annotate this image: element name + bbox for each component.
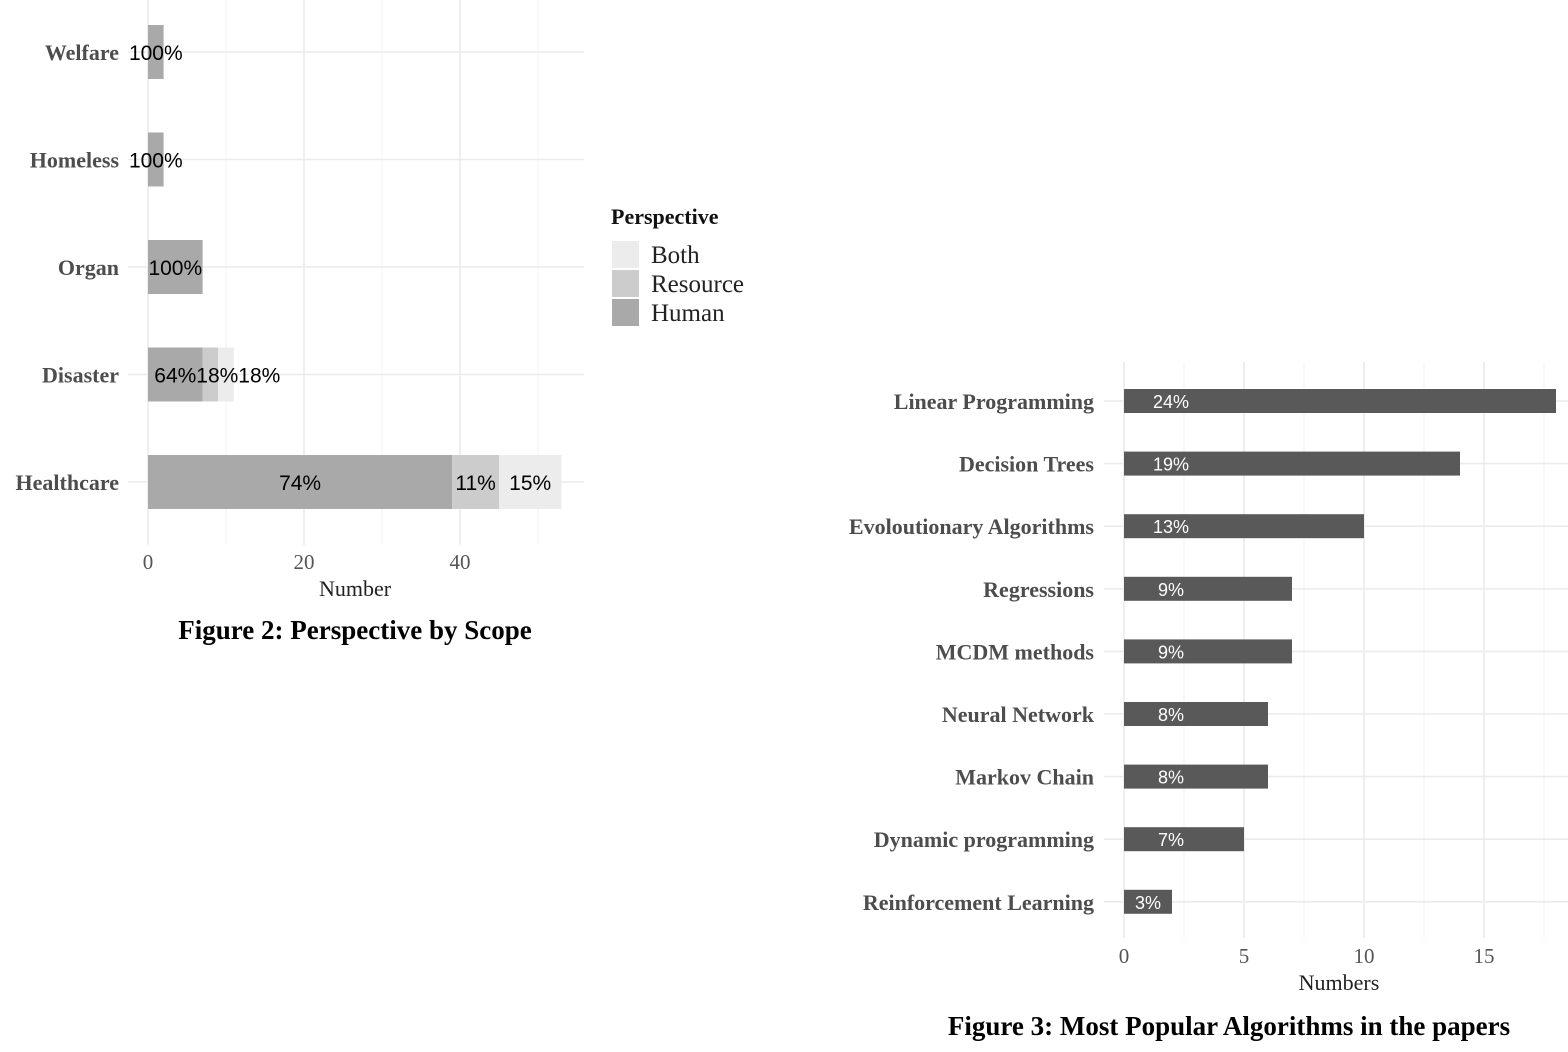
- bar-disaster-human: [148, 347, 203, 402]
- figure-2-category-labels: Welfare Homeless Organ Disaster Healthcare: [16, 40, 120, 495]
- bar-label-decision-trees: 19%: [1153, 455, 1189, 475]
- bar-disaster-resource: [202, 347, 219, 402]
- legend-swatch-human: [612, 299, 639, 326]
- bar-healthcare-both: [499, 455, 562, 509]
- bar-neural-network: [1124, 702, 1268, 726]
- x-tick-label: 10: [1354, 944, 1375, 968]
- category-label-neural-network: Neural Network: [942, 702, 1095, 727]
- category-label-dynamic-programming: Dynamic programming: [874, 827, 1094, 852]
- bar-regressions: [1124, 576, 1292, 601]
- bar-homeless-human: [148, 132, 164, 187]
- bar-label-dynamic-programming: 7%: [1158, 830, 1184, 850]
- x-tick-label: 0: [1119, 944, 1130, 968]
- bar-label-disaster-resource: 18%: [196, 365, 238, 388]
- bar-label-regressions: 9%: [1158, 580, 1184, 600]
- bar-healthcare-resource: [452, 455, 499, 509]
- figure-3-most-popular-algorithms: 24% 19% 13% 9% 9% 8% 8% 7% 3% Linear Programming…: [849, 362, 1568, 1041]
- figure-2-bars: [148, 25, 562, 509]
- bar-label-healthcare-resource: 11%: [455, 472, 495, 495]
- bar-mcdm-methods: [1124, 639, 1292, 664]
- bar-disaster-both: [218, 347, 234, 402]
- bar-healthcare-human: [148, 455, 453, 509]
- category-label-healthcare: Healthcare: [16, 470, 120, 495]
- legend-label-human: Human: [651, 300, 725, 327]
- x-tick-label: 20: [294, 550, 315, 574]
- figure-3-category-labels: Linear Programming Decision Trees Evolouti…: [849, 389, 1095, 915]
- category-label-welfare: Welfare: [45, 40, 119, 65]
- figure-3-bar-labels: 24% 19% 13% 9% 9% 8% 8% 7% 3%: [1135, 392, 1189, 913]
- category-label-mcdm-methods: MCDM methods: [936, 639, 1095, 664]
- x-tick-label: 40: [450, 550, 471, 574]
- bar-linear-programming: [1124, 389, 1556, 413]
- category-label-markov-chain: Markov Chain: [955, 765, 1094, 790]
- bar-label-evoloutionary-algorithms: 13%: [1153, 517, 1189, 537]
- figure-2-x-axis-title: Number: [319, 576, 392, 601]
- figure-2-bar-labels: 100%100%100%64% 18% 18%74% 11% 15%: [129, 42, 551, 495]
- figure-2-x-tick-labels: 0 20 40: [143, 550, 471, 574]
- bar-label-homeless-human: 100%: [129, 150, 183, 173]
- x-tick-label: 5: [1239, 944, 1250, 968]
- category-label-disaster: Disaster: [42, 363, 119, 388]
- figure-3-bars: [1124, 389, 1556, 914]
- bar-label-disaster-both: 18%: [238, 365, 280, 388]
- bar-label-healthcare-both: 15%: [509, 472, 551, 495]
- category-label-organ: Organ: [58, 255, 119, 280]
- category-label-homeless: Homeless: [30, 148, 120, 173]
- bar-label-neural-network: 8%: [1158, 705, 1184, 725]
- bar-decision-trees: [1124, 451, 1460, 476]
- x-tick-label: 15: [1474, 944, 1495, 968]
- category-label-decision-trees: Decision Trees: [959, 452, 1094, 477]
- bar-label-linear-programming: 24%: [1153, 392, 1189, 412]
- category-label-regressions: Regressions: [983, 577, 1094, 602]
- x-tick-label: 0: [143, 550, 154, 574]
- bar-label-mcdm-methods: 9%: [1158, 642, 1184, 662]
- bar-reinforcement-learning: [1124, 889, 1172, 914]
- figure-2-perspective-by-scope: 100%100%100%64% 18% 18%74% 11% 15% WelfareHo…: [16, 0, 744, 645]
- legend-label-both: Both: [651, 242, 700, 269]
- category-label-evoloutionary-algorithms: Evoloutionary Algorithms: [849, 514, 1095, 539]
- bar-label-welfare-human: 100%: [129, 42, 183, 65]
- bar-evoloutionary-algorithms: [1124, 514, 1364, 539]
- figure-3-x-tick-labels: 0 5 10 15: [1119, 944, 1495, 968]
- figure-3-x-axis-title: Numbers: [1299, 970, 1380, 995]
- bar-label-markov-chain: 8%: [1158, 768, 1184, 788]
- figure-3-caption: Figure 3: Most Popular Algorithms in the…: [948, 1011, 1510, 1041]
- bar-welfare-human: [148, 25, 164, 79]
- legend-label-resource: Resource: [651, 271, 744, 298]
- figure-2-caption: Figure 2: Perspective by Scope: [178, 615, 531, 645]
- bar-label-reinforcement-learning: 3%: [1135, 893, 1161, 913]
- bar-organ-human: [148, 240, 203, 294]
- bar-label-healthcare-human: 74%: [279, 472, 321, 495]
- category-label-reinforcement-learning: Reinforcement Learning: [863, 890, 1094, 915]
- bar-markov-chain: [1124, 764, 1268, 789]
- bar-label-organ-human: 100%: [148, 257, 202, 280]
- legend-swatch-both: [612, 241, 639, 268]
- legend-swatch-resource: [612, 270, 639, 297]
- bar-dynamic-programming: [1124, 827, 1244, 852]
- category-label-linear-programming: Linear Programming: [894, 389, 1094, 414]
- legend-title: Perspective: [611, 204, 719, 229]
- bar-label-disaster-human: 64%: [154, 365, 196, 388]
